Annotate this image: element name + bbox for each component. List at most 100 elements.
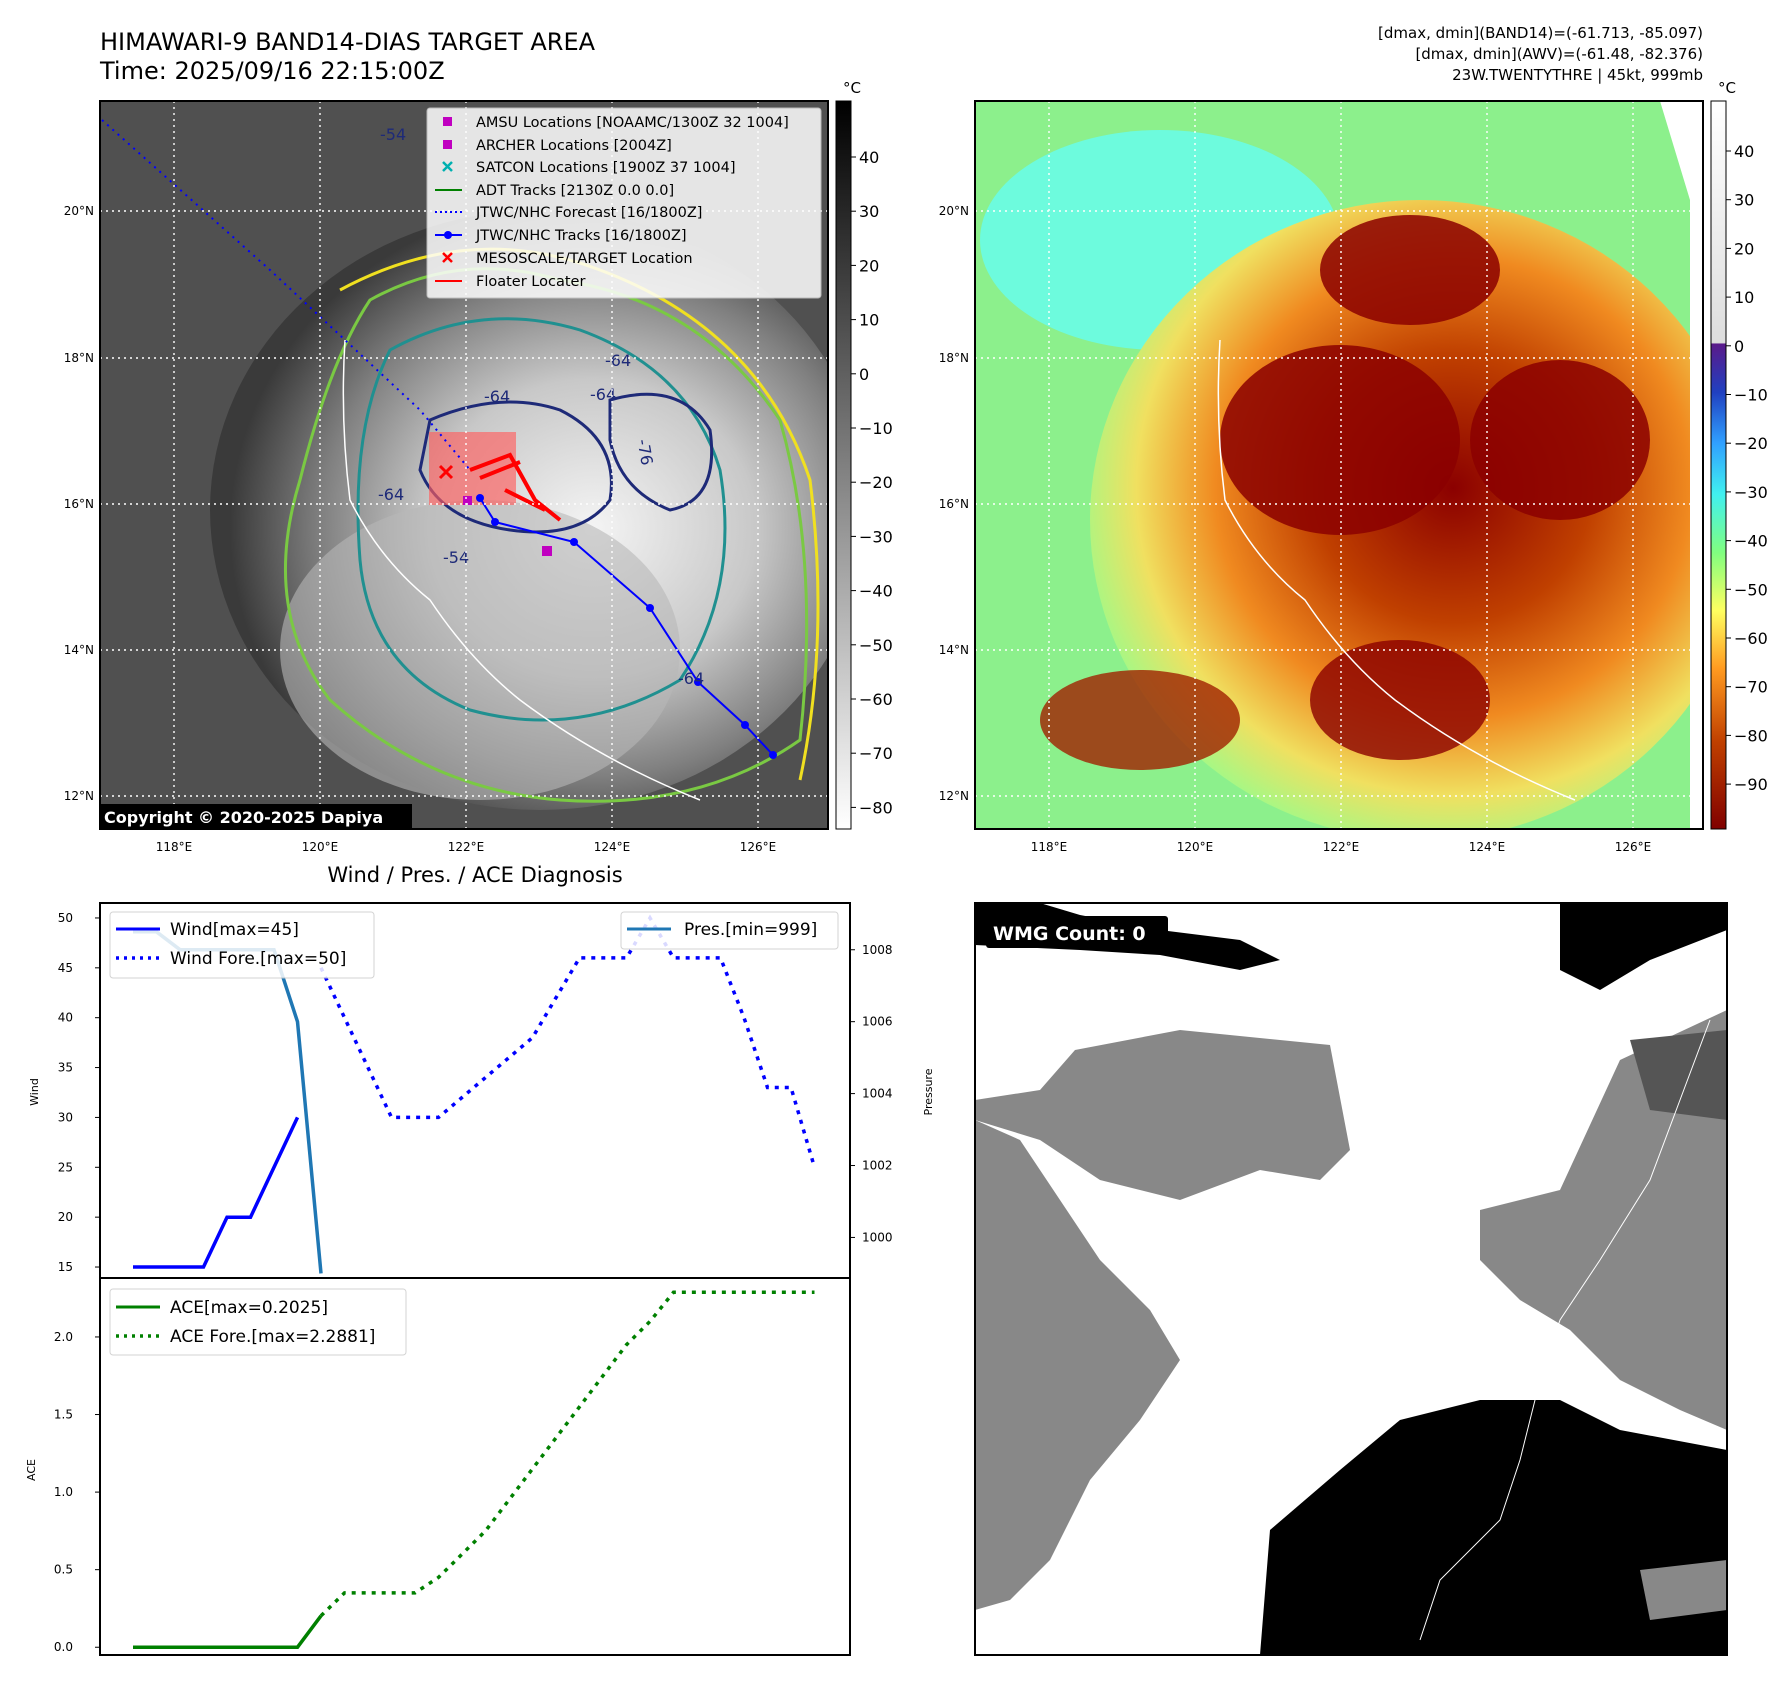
colorbar-tick-label: −90 (1734, 775, 1768, 794)
contour-label: -54 (443, 548, 469, 567)
wind-legend-label: Wind[max=45] (170, 920, 299, 940)
colorbar-tick-label: −10 (859, 419, 893, 438)
colorbar-gray-unit: °C (843, 79, 861, 97)
map-color-core-southwest (1040, 670, 1240, 770)
contour-labels: -54 -64 -76 -64 -54 -64 -64 -64 (378, 125, 704, 688)
wmg-gray-region-north (975, 1030, 1350, 1200)
floater-locater (469, 452, 562, 522)
lat-tick-label: 18°N (939, 351, 969, 365)
figure-title: HIMAWARI-9 BAND14-DIAS TARGET AREA (100, 28, 596, 56)
lon-tick-label: 120°E (1177, 840, 1214, 854)
ytick-label: 0.5 (54, 1563, 73, 1577)
legend-adt: ADT Tracks [2130Z 0.0 0.0] (476, 183, 674, 199)
map-ir-coastline (342, 339, 701, 801)
wmg-black-region-northeast (1560, 903, 1727, 990)
colorbar-tick-label: −60 (859, 690, 893, 709)
colorbar-tick-label: −50 (1734, 580, 1768, 599)
copyright-text: Copyright © 2020-2025 Dapiya (104, 808, 383, 827)
wmg-black-region-south (1260, 1400, 1727, 1655)
colorbar-tick-label: 40 (1734, 142, 1754, 161)
map-ir-navy-contour-east (608, 392, 714, 512)
lat-tick-label: 16°N (64, 497, 94, 511)
ytick-label: 30 (58, 1110, 73, 1124)
colorbar-tick-label: −10 (1734, 386, 1768, 405)
map-color-frame (974, 100, 1704, 830)
archer-marker (463, 496, 472, 505)
colorbar-tick-label: 30 (1734, 191, 1754, 210)
contour-label: -76 (633, 438, 656, 467)
legend-target: MESOSCALE/TARGET Location (476, 251, 693, 267)
stats-line-1: [dmax, dmin](BAND14)=(-61.713, -85.097) (1378, 24, 1703, 42)
mesoscale-target-marker (438, 464, 454, 480)
map-color-panel: 118°E 120°E 122°E 124°E 126°E 20°N 18°N 16°N 14… (939, 79, 1768, 854)
wmg-panel: WMG Count: 0 (974, 902, 1728, 1656)
ytick-label: 15 (58, 1260, 73, 1274)
map-legend: AMSU Locations [NOAAMC/1300Z 32 1004] AR… (426, 107, 822, 299)
colorbar-tick-label: −80 (859, 798, 893, 817)
colorbar-tick-label: −20 (859, 473, 893, 492)
contour-label: -64 (378, 485, 404, 504)
stats-line-3: 23W.TWENTYTHRE | 45kt, 999mb (1452, 66, 1703, 84)
ace-legend: ACE[max=0.2025] ACE Fore.[max=2.2881] (109, 1288, 407, 1356)
contour-label: -64 (678, 669, 704, 688)
colorbar-tick-label: 30 (859, 202, 879, 221)
legend-archer-marker (443, 140, 452, 149)
lat-tick-label: 18°N (64, 351, 94, 365)
colorbar-tick-label: −70 (1734, 678, 1768, 697)
map-color-core-south (1310, 640, 1490, 760)
contour-label: -64 (484, 387, 510, 406)
colorbar-color (1710, 100, 1727, 830)
pressure-ylabel: Pressure (922, 1068, 935, 1115)
wind-fore-legend-label: Wind Fore.[max=50] (170, 949, 346, 969)
ace-yticks: 0.0 0.5 1.0 1.5 2.0 (54, 1330, 100, 1654)
lat-tick-label: 12°N (939, 789, 969, 803)
colorbar-tick-label: 0 (859, 365, 869, 384)
wind-ylabel: Wind (28, 1078, 41, 1106)
ytick-label: 25 (58, 1160, 73, 1174)
map-color-lon-ticks: 118°E 120°E 122°E 124°E 126°E (1031, 840, 1652, 854)
colorbar-tick-label: 40 (859, 148, 879, 167)
contour-label: -54 (380, 125, 406, 144)
map-color-coastline (1217, 339, 1576, 801)
ytick-right-label: 1002 (862, 1159, 893, 1173)
legend-amsu-marker (443, 117, 452, 126)
pres-legend-box (620, 911, 839, 950)
lat-tick-label: 14°N (64, 643, 94, 657)
colorbar-tick-label: 0 (1734, 337, 1744, 356)
lon-tick-label: 122°E (448, 840, 485, 854)
diagnosis-title: Wind / Pres. / ACE Diagnosis (327, 863, 622, 887)
lon-tick-label: 122°E (1323, 840, 1360, 854)
ytick-right-label: 1008 (862, 943, 893, 957)
colorbar-tick-label: −40 (859, 582, 893, 601)
series-line (319, 1290, 815, 1618)
ace-fore-legend-label: ACE Fore.[max=2.2881] (170, 1327, 375, 1347)
colorbar-tick-label: −60 (1734, 629, 1768, 648)
colorbar-tick-label: −30 (859, 527, 893, 546)
ytick-label: 1.0 (54, 1485, 73, 1499)
lat-tick-label: 20°N (64, 204, 94, 218)
legend-tracks-marker-dot (444, 231, 452, 239)
wmg-coastline (1419, 1019, 1711, 1641)
stats-line-2: [dmax, dmin](AWV)=(-61.48, -82.376) (1415, 45, 1703, 63)
ytick-label: 35 (58, 1061, 73, 1075)
ytick-right-label: 1000 (862, 1230, 893, 1244)
pressure-yticks: 1000 1002 1004 1006 1008 (850, 943, 893, 1244)
ytick-label: 2.0 (54, 1330, 73, 1344)
figure-time: Time: 2025/09/16 22:15:00Z (99, 57, 445, 85)
map-ir-lat-ticks: 20°N 18°N 16°N 14°N 12°N (64, 204, 94, 803)
ace-legend-box (109, 1288, 407, 1356)
legend-target-marker (442, 252, 453, 263)
map-color-core-north (1320, 215, 1500, 325)
lon-tick-label: 118°E (156, 840, 193, 854)
map-ir-navy-contour (418, 400, 613, 534)
ace-legend-label: ACE[max=0.2025] (170, 1298, 328, 1318)
amsu-marker (542, 546, 552, 556)
forecast-track (101, 119, 471, 471)
map-color-core-west (1220, 345, 1460, 535)
lon-tick-label: 118°E (1031, 840, 1068, 854)
series-line (133, 1614, 323, 1649)
wmg-dark-gray-region (1630, 1030, 1727, 1120)
legend-floater: Floater Locater (476, 274, 585, 290)
lon-tick-label: 126°E (1615, 840, 1652, 854)
